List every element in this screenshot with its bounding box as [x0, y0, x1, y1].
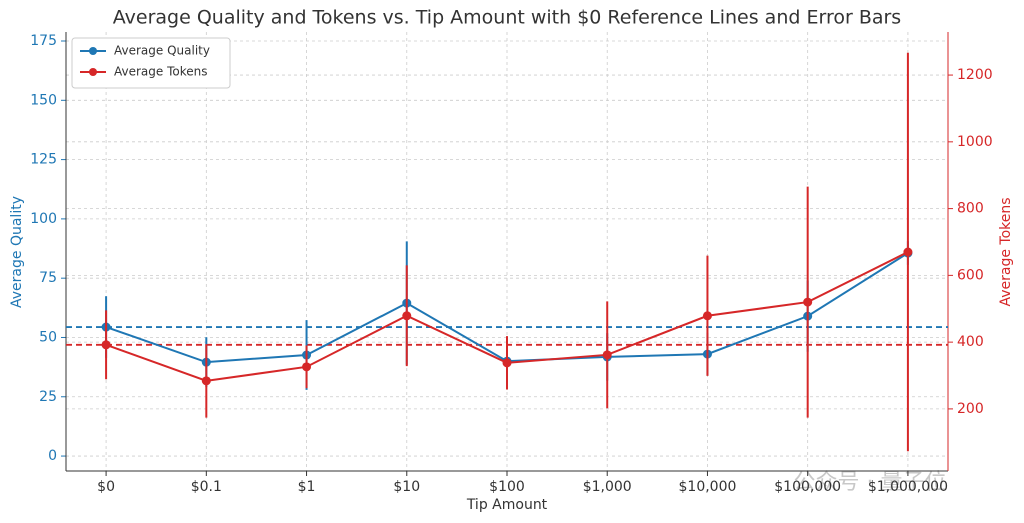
- chart-title: Average Quality and Tokens vs. Tip Amoun…: [113, 7, 901, 29]
- marker: [803, 297, 813, 307]
- y2-tick-label: 800: [957, 201, 984, 217]
- legend: Average Quality Average Tokens: [71, 37, 231, 89]
- marker: [502, 358, 512, 368]
- y-tick-label: 75: [39, 270, 57, 286]
- x-tick-label: $0.1: [191, 479, 222, 495]
- legend-marker: [89, 68, 97, 76]
- y2-axis-label: Average Tokens: [998, 197, 1014, 306]
- x-tick-label: $1,000: [583, 479, 632, 495]
- x-tick-label: $10: [393, 479, 420, 495]
- x-axis-label: Tip Amount: [466, 497, 548, 513]
- y2-tick-label: 200: [957, 401, 984, 417]
- x-tick-label: $1,000,000: [868, 479, 948, 495]
- marker: [101, 340, 111, 350]
- legend-marker: [89, 47, 97, 55]
- y-tick-label: 0: [48, 448, 57, 464]
- y2-tick-label: 600: [957, 267, 984, 283]
- legend-label: Average Quality: [114, 44, 210, 58]
- x-tick-label: $1: [298, 479, 316, 495]
- watermark: 公众号 · 量子位: [794, 470, 947, 495]
- y-tick-label: 125: [30, 152, 57, 168]
- x-tick-label: $100,000: [774, 479, 841, 495]
- marker: [602, 350, 612, 360]
- y-tick-label: 100: [30, 211, 57, 227]
- y2-tick-label: 400: [957, 334, 984, 350]
- y-tick-label: 25: [39, 389, 57, 405]
- y-tick-label: 175: [30, 33, 57, 49]
- marker: [302, 362, 312, 372]
- legend-label: Average Tokens: [114, 65, 208, 79]
- marker: [903, 247, 913, 257]
- y-tick-label: 50: [39, 329, 57, 345]
- y-tick-label: 150: [30, 92, 57, 108]
- y2-tick-label: 1000: [957, 134, 993, 150]
- y2-tick-label: 1200: [957, 67, 993, 83]
- marker: [201, 376, 211, 386]
- marker: [702, 311, 712, 321]
- legend-box: [71, 37, 231, 89]
- x-tick-label: $100: [489, 479, 525, 495]
- y-axis-label: Average Quality: [9, 196, 25, 308]
- x-tick-label: $0: [97, 479, 115, 495]
- marker: [402, 311, 412, 321]
- x-tick-label: $10,000: [679, 479, 737, 495]
